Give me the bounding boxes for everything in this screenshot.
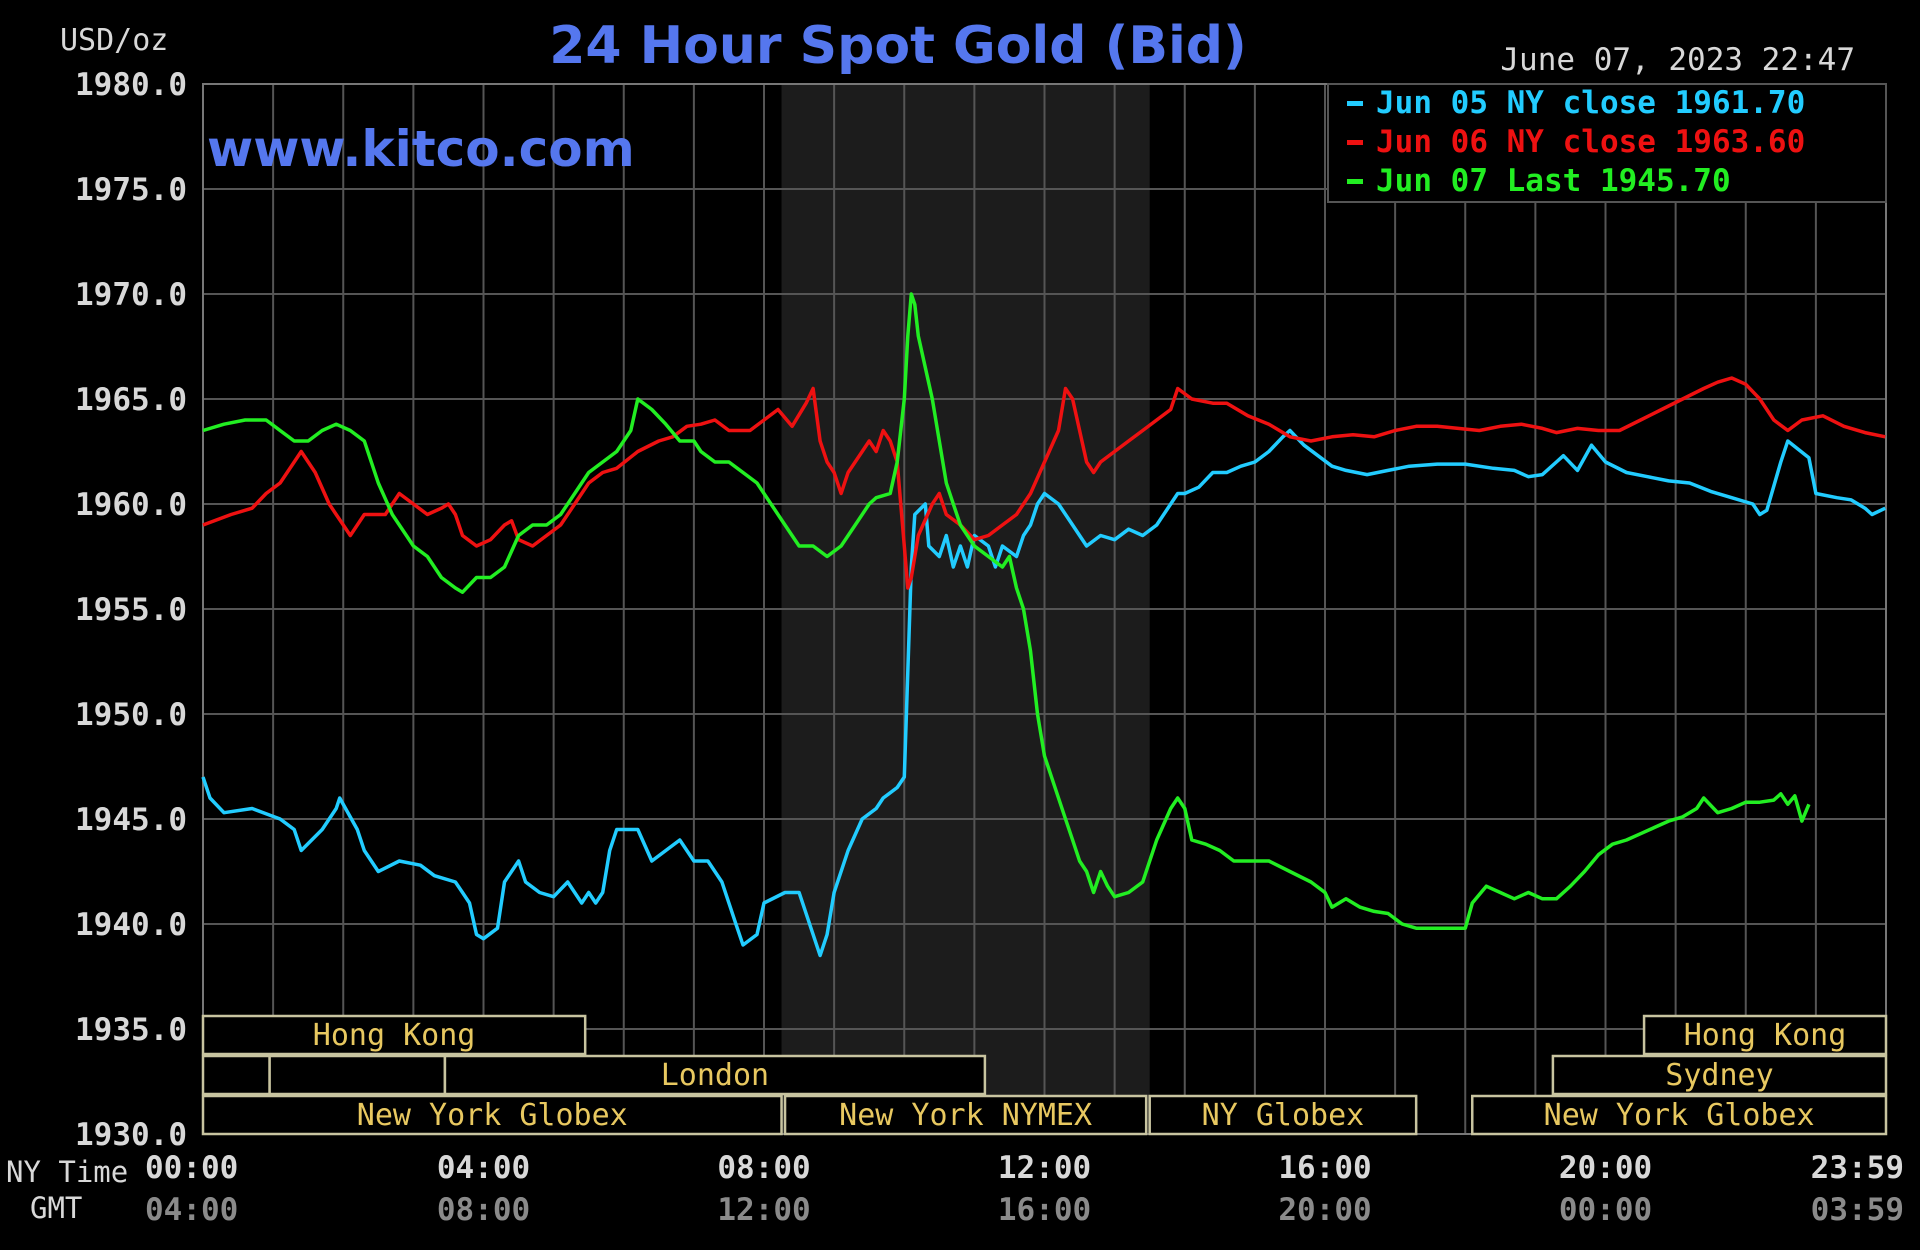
session-label: NY Globex [1202,1098,1365,1133]
x-tick-label-gmt: 03:59 [1811,1192,1904,1228]
session-rect [201,1094,783,1136]
session-box: NY Globex [1148,1094,1418,1136]
legend-entry: Jun 07 Last 1945.70 [1376,163,1731,199]
session-box: New York NYMEX [783,1094,1148,1136]
session-label: Hong Kong [313,1018,476,1053]
x-tick-label-ny: 16:00 [1278,1150,1371,1186]
x-row-label-ny: NY Time [6,1155,128,1189]
x-tick-label-gmt: 08:00 [437,1192,530,1228]
session-label: London [661,1058,769,1093]
y-tick-labels: 1980.0 1975.0 1970.0 1965.0 1960.0 1955.0 1950… [75,67,187,1153]
session-box: London [443,1054,987,1096]
x-tick-label-gmt: 16:00 [998,1192,1091,1228]
x-row-label-gmt: GMT [30,1191,82,1225]
session-box [201,1054,271,1096]
y-tick-label: 1940.0 [75,907,187,943]
session-rect [201,1014,587,1056]
session-rect [1471,1094,1888,1136]
series-line-3 [202,292,1811,930]
x-tick-label-ny: 23:59 [1811,1150,1904,1186]
x-tick-label-ny: 20:00 [1559,1150,1652,1186]
grid-layer [202,83,1887,1135]
legend-swatch [1347,179,1363,184]
session-label: New York Globex [357,1098,628,1133]
y-tick-label: 1935.0 [75,1012,187,1048]
y-tick-label: 1975.0 [75,172,187,208]
legend-entry: Jun 06 NY close 1963.60 [1376,124,1805,160]
watermark: www.kitco.com [207,120,635,178]
x-tick-label-gmt: 00:00 [1559,1192,1652,1228]
x-tick-labels: 00:00 04:00 08:00 12:00 16:00 20:00 23:59 04:00… [145,1150,1904,1228]
session-rect [268,1054,447,1096]
y-tick-label: 1950.0 [75,697,187,733]
series-layer [201,292,1887,958]
y-tick-label: 1965.0 [75,382,187,418]
chart-title: 24 Hour Spot Gold (Bid) [549,16,1247,76]
session-label: Hong Kong [1684,1018,1847,1053]
x-tick-label-ny: 08:00 [717,1150,810,1186]
y-tick-label: 1955.0 [75,592,187,628]
legend-box [1327,83,1887,203]
y-tick-label: 1960.0 [75,487,187,523]
sessions-layer: Hong Kong London New York Globex New York N… [201,1014,1888,1136]
session-rect [1551,1054,1888,1096]
session-box: Hong Kong [201,1014,587,1056]
timestamp: June 07, 2023 22:47 [1500,42,1855,78]
session-rect [443,1054,987,1096]
session-box: Hong Kong [1642,1014,1888,1056]
y-tick-label: 1930.0 [75,1117,187,1153]
legend-entry: Jun 05 NY close 1961.70 [1376,85,1805,121]
session-box: Sydney [1551,1054,1888,1096]
series-line-1 [201,428,1887,958]
x-tick-label-gmt: 12:00 [717,1192,810,1228]
series-line-2 [202,376,1886,590]
session-rect [201,1054,271,1096]
y-tick-label: 1970.0 [75,277,187,313]
legend-swatch [1347,140,1363,145]
session-box [268,1054,447,1096]
session-rect [1148,1094,1418,1136]
x-tick-label-gmt: 04:00 [145,1192,238,1228]
session-box: New York Globex [201,1094,783,1136]
session-label: New York NYMEX [839,1098,1092,1133]
x-tick-label-ny: 12:00 [998,1150,1091,1186]
x-tick-label-gmt: 20:00 [1278,1192,1371,1228]
x-tick-label-ny: 00:00 [145,1150,238,1186]
session-rect [1642,1014,1888,1056]
session-rect [783,1094,1148,1136]
session-box: New York Globex [1471,1094,1888,1136]
session-label: New York Globex [1544,1098,1815,1133]
session-label: Sydney [1665,1058,1773,1093]
y-tick-label: 1980.0 [75,67,187,103]
y-tick-label: 1945.0 [75,802,187,838]
x-tick-label-ny: 04:00 [437,1150,530,1186]
unit-label: USD/oz [60,23,168,58]
legend-swatch [1347,101,1363,106]
